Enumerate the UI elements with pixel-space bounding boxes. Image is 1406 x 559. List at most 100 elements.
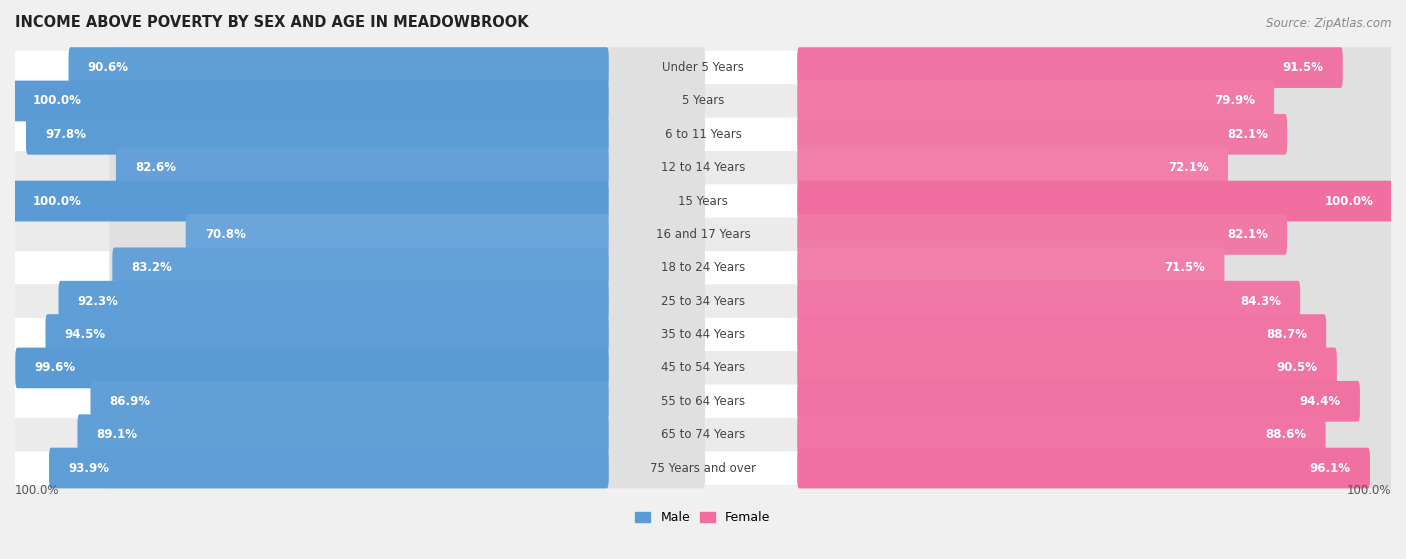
Text: 82.1%: 82.1% (1227, 128, 1268, 141)
Text: 45 to 54 Years: 45 to 54 Years (661, 362, 745, 375)
FancyBboxPatch shape (797, 448, 1393, 489)
FancyBboxPatch shape (15, 117, 1391, 151)
Text: 90.6%: 90.6% (87, 61, 129, 74)
Text: Source: ZipAtlas.com: Source: ZipAtlas.com (1267, 17, 1392, 30)
FancyBboxPatch shape (797, 181, 1393, 221)
FancyBboxPatch shape (797, 148, 1227, 188)
FancyBboxPatch shape (797, 348, 1393, 389)
Text: 75 Years and over: 75 Years and over (650, 462, 756, 475)
Text: 83.2%: 83.2% (132, 261, 173, 274)
Text: 25 to 34 Years: 25 to 34 Years (661, 295, 745, 307)
FancyBboxPatch shape (25, 114, 609, 155)
Text: 100.0%: 100.0% (32, 195, 82, 207)
Text: 15 Years: 15 Years (678, 195, 728, 207)
Text: 88.7%: 88.7% (1265, 328, 1308, 341)
FancyBboxPatch shape (797, 114, 1286, 155)
FancyBboxPatch shape (110, 148, 704, 188)
FancyBboxPatch shape (797, 414, 1326, 455)
Text: 82.6%: 82.6% (135, 161, 176, 174)
Text: 79.9%: 79.9% (1213, 94, 1256, 107)
FancyBboxPatch shape (110, 381, 704, 421)
FancyBboxPatch shape (110, 414, 704, 455)
FancyBboxPatch shape (15, 348, 609, 389)
Text: INCOME ABOVE POVERTY BY SEX AND AGE IN MEADOWBROOK: INCOME ABOVE POVERTY BY SEX AND AGE IN M… (15, 15, 529, 30)
FancyBboxPatch shape (15, 351, 1391, 385)
FancyBboxPatch shape (110, 181, 704, 221)
FancyBboxPatch shape (15, 418, 1391, 451)
FancyBboxPatch shape (77, 414, 609, 455)
Text: Under 5 Years: Under 5 Years (662, 61, 744, 74)
Text: 94.4%: 94.4% (1299, 395, 1341, 408)
FancyBboxPatch shape (797, 314, 1393, 355)
Text: 92.3%: 92.3% (77, 295, 118, 307)
FancyBboxPatch shape (797, 414, 1393, 455)
FancyBboxPatch shape (797, 80, 1274, 121)
FancyBboxPatch shape (110, 348, 704, 389)
Text: 88.6%: 88.6% (1265, 428, 1306, 441)
FancyBboxPatch shape (110, 214, 704, 255)
FancyBboxPatch shape (797, 348, 1337, 389)
FancyBboxPatch shape (15, 318, 1391, 351)
Text: 65 to 74 Years: 65 to 74 Years (661, 428, 745, 441)
Text: 100.0%: 100.0% (1347, 484, 1391, 498)
Text: 82.1%: 82.1% (1227, 228, 1268, 241)
FancyBboxPatch shape (45, 314, 609, 355)
Text: 70.8%: 70.8% (205, 228, 246, 241)
Text: 90.5%: 90.5% (1277, 362, 1317, 375)
FancyBboxPatch shape (797, 281, 1393, 321)
FancyBboxPatch shape (797, 114, 1393, 155)
FancyBboxPatch shape (115, 148, 609, 188)
FancyBboxPatch shape (112, 248, 609, 288)
Text: 16 and 17 Years: 16 and 17 Years (655, 228, 751, 241)
FancyBboxPatch shape (59, 281, 609, 321)
FancyBboxPatch shape (15, 218, 1391, 251)
Text: 5 Years: 5 Years (682, 94, 724, 107)
Text: 96.1%: 96.1% (1310, 462, 1351, 475)
FancyBboxPatch shape (797, 47, 1343, 88)
FancyBboxPatch shape (15, 385, 1391, 418)
FancyBboxPatch shape (110, 448, 704, 489)
FancyBboxPatch shape (49, 448, 609, 489)
Text: 94.5%: 94.5% (65, 328, 105, 341)
Text: 91.5%: 91.5% (1282, 61, 1323, 74)
FancyBboxPatch shape (110, 314, 704, 355)
FancyBboxPatch shape (90, 381, 609, 421)
FancyBboxPatch shape (797, 214, 1393, 255)
FancyBboxPatch shape (15, 51, 1391, 84)
Text: 86.9%: 86.9% (110, 395, 150, 408)
FancyBboxPatch shape (15, 251, 1391, 285)
Text: 100.0%: 100.0% (15, 484, 59, 498)
Text: 72.1%: 72.1% (1168, 161, 1209, 174)
FancyBboxPatch shape (797, 248, 1225, 288)
FancyBboxPatch shape (15, 184, 1391, 218)
Text: 55 to 64 Years: 55 to 64 Years (661, 395, 745, 408)
FancyBboxPatch shape (797, 381, 1393, 421)
Text: 18 to 24 Years: 18 to 24 Years (661, 261, 745, 274)
Text: 100.0%: 100.0% (1324, 195, 1374, 207)
FancyBboxPatch shape (797, 248, 1393, 288)
Text: 84.3%: 84.3% (1240, 295, 1281, 307)
Text: 12 to 14 Years: 12 to 14 Years (661, 161, 745, 174)
FancyBboxPatch shape (186, 214, 609, 255)
Text: 71.5%: 71.5% (1164, 261, 1205, 274)
FancyBboxPatch shape (15, 151, 1391, 184)
FancyBboxPatch shape (69, 47, 609, 88)
FancyBboxPatch shape (110, 248, 704, 288)
FancyBboxPatch shape (110, 281, 704, 321)
FancyBboxPatch shape (797, 314, 1326, 355)
FancyBboxPatch shape (15, 451, 1391, 485)
Text: 6 to 11 Years: 6 to 11 Years (665, 128, 741, 141)
Legend: Male, Female: Male, Female (630, 506, 776, 529)
FancyBboxPatch shape (797, 281, 1301, 321)
FancyBboxPatch shape (15, 84, 1391, 117)
FancyBboxPatch shape (13, 181, 609, 221)
FancyBboxPatch shape (797, 448, 1369, 489)
FancyBboxPatch shape (110, 47, 704, 88)
Text: 97.8%: 97.8% (45, 128, 86, 141)
FancyBboxPatch shape (110, 80, 704, 121)
Text: 89.1%: 89.1% (97, 428, 138, 441)
FancyBboxPatch shape (797, 148, 1393, 188)
Text: 100.0%: 100.0% (32, 94, 82, 107)
FancyBboxPatch shape (797, 381, 1360, 421)
FancyBboxPatch shape (797, 47, 1393, 88)
